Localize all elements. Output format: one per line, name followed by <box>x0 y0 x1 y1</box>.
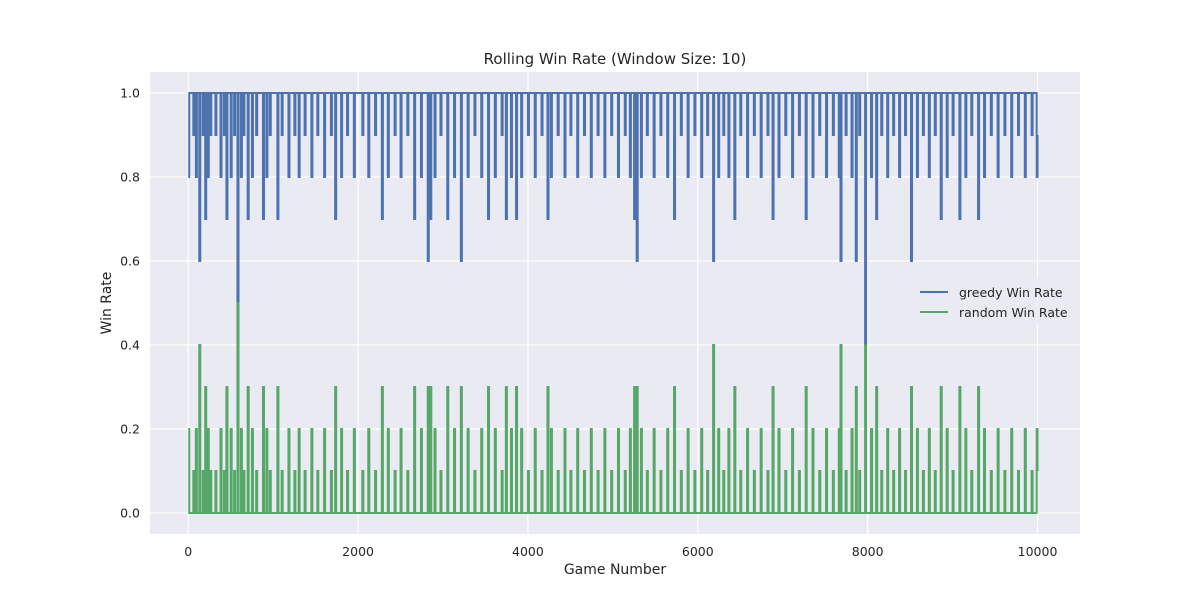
y-tick-label: 0.6 <box>120 254 140 269</box>
chart-title: Rolling Win Rate (Window Size: 10) <box>484 50 747 68</box>
y-tick-label: 0.0 <box>120 506 140 521</box>
legend-label-greedy: greedy Win Rate <box>959 285 1063 300</box>
x-axis-label: Game Number <box>564 562 667 578</box>
y-tick-label: 1.0 <box>120 86 140 101</box>
legend-label-random: random Win Rate <box>959 305 1068 320</box>
x-tick-label: 4000 <box>512 544 544 559</box>
x-tick-label: 0 <box>184 544 192 559</box>
series-line-greedy <box>188 92 1039 346</box>
series-lines <box>188 92 1039 514</box>
y-axis-ticks: 0.0 0.2 0.4 0.6 0.8 1.0 <box>120 86 140 521</box>
y-axis-label: Win Rate <box>99 272 115 335</box>
x-tick-label: 2000 <box>342 544 374 559</box>
x-tick-label: 6000 <box>682 544 714 559</box>
y-tick-label: 0.4 <box>120 338 140 353</box>
legend-box <box>910 278 1074 326</box>
legend: greedy Win Rate random Win Rate <box>910 278 1074 326</box>
x-tick-label: 8000 <box>852 544 884 559</box>
x-axis-ticks: 0 2000 4000 6000 8000 10000 <box>184 544 1057 559</box>
y-tick-label: 0.8 <box>120 170 140 185</box>
series-line-random <box>188 302 1039 514</box>
y-tick-label: 0.2 <box>120 422 140 437</box>
x-tick-label: 10000 <box>1018 544 1058 559</box>
